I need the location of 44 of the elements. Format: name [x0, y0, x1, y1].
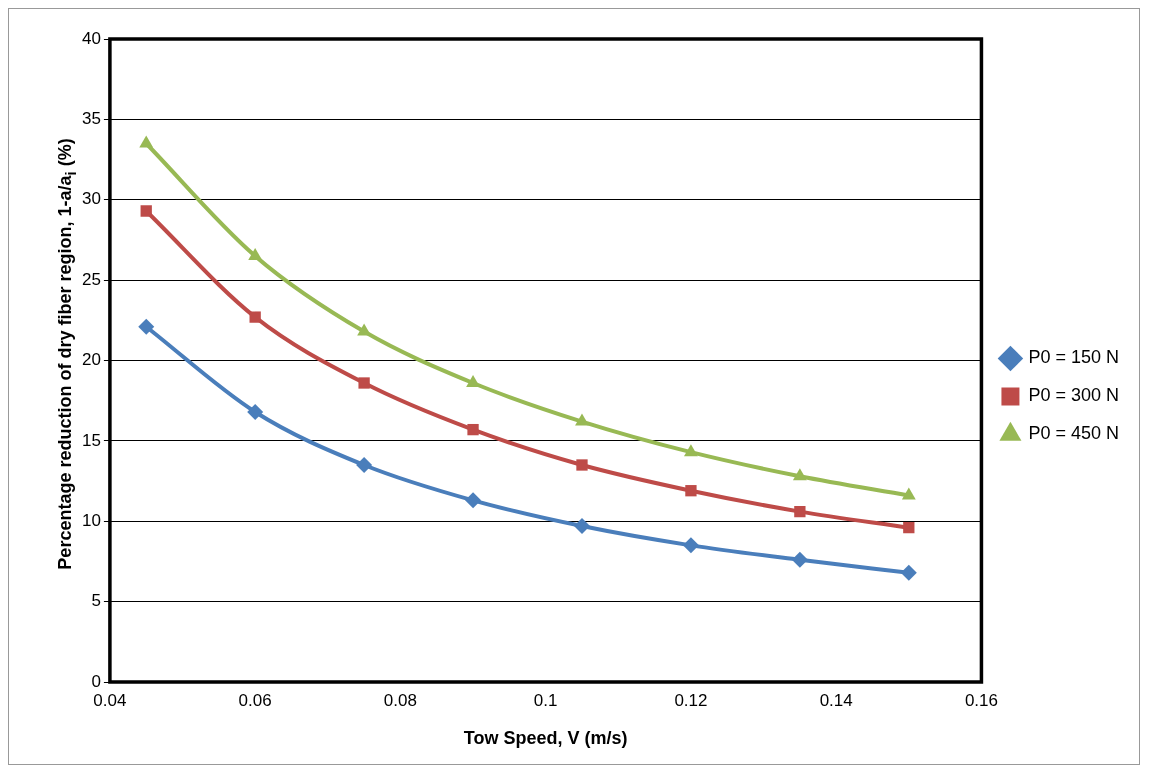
point: [794, 505, 806, 518]
point: [356, 456, 373, 473]
point: [792, 468, 807, 481]
point: [357, 323, 372, 336]
point: [573, 518, 590, 535]
x-tick-label: 0.04: [93, 690, 127, 710]
y-tick-label: 30: [81, 189, 101, 209]
x-tick-label: 0.1: [533, 690, 558, 710]
point: [685, 485, 697, 497]
y-tick-label: 40: [81, 28, 101, 48]
point: [247, 403, 264, 420]
y-tick-label: 0: [91, 671, 101, 691]
point: [791, 551, 808, 568]
point: [682, 537, 699, 554]
y-tick-label: 15: [81, 430, 101, 450]
point: [684, 444, 698, 457]
y-tick-label: 35: [81, 109, 101, 129]
point: [138, 318, 155, 335]
point: [358, 377, 370, 389]
point: [466, 375, 480, 388]
legend-label: P0 = 300 N: [1028, 385, 1119, 406]
point: [139, 135, 154, 148]
x-axis-title: Tow Speed, V (m/s): [463, 728, 628, 749]
point: [465, 492, 482, 509]
point: [248, 248, 263, 261]
x-tick-label: 0.06: [238, 690, 272, 710]
point: [576, 459, 588, 471]
legend-label: P0 = 150 N: [1028, 347, 1119, 368]
point: [467, 423, 479, 436]
point: [903, 522, 915, 534]
point: [140, 205, 152, 217]
x-tick-label: 0.14: [819, 690, 853, 710]
point: [901, 487, 916, 500]
y-tick-label: 10: [81, 510, 101, 530]
x-tick-label: 0.08: [383, 690, 417, 710]
point: [900, 564, 917, 581]
legend-label: P0 = 450 N: [1028, 423, 1119, 444]
x-tick-label: 0.12: [674, 690, 708, 710]
point: [249, 311, 261, 323]
y-tick-label: 20: [81, 350, 101, 370]
y-tick-label: 5: [91, 591, 101, 611]
x-tick-label: 0.16: [964, 690, 998, 710]
point: [575, 413, 589, 426]
y-tick-label: 25: [81, 269, 101, 289]
